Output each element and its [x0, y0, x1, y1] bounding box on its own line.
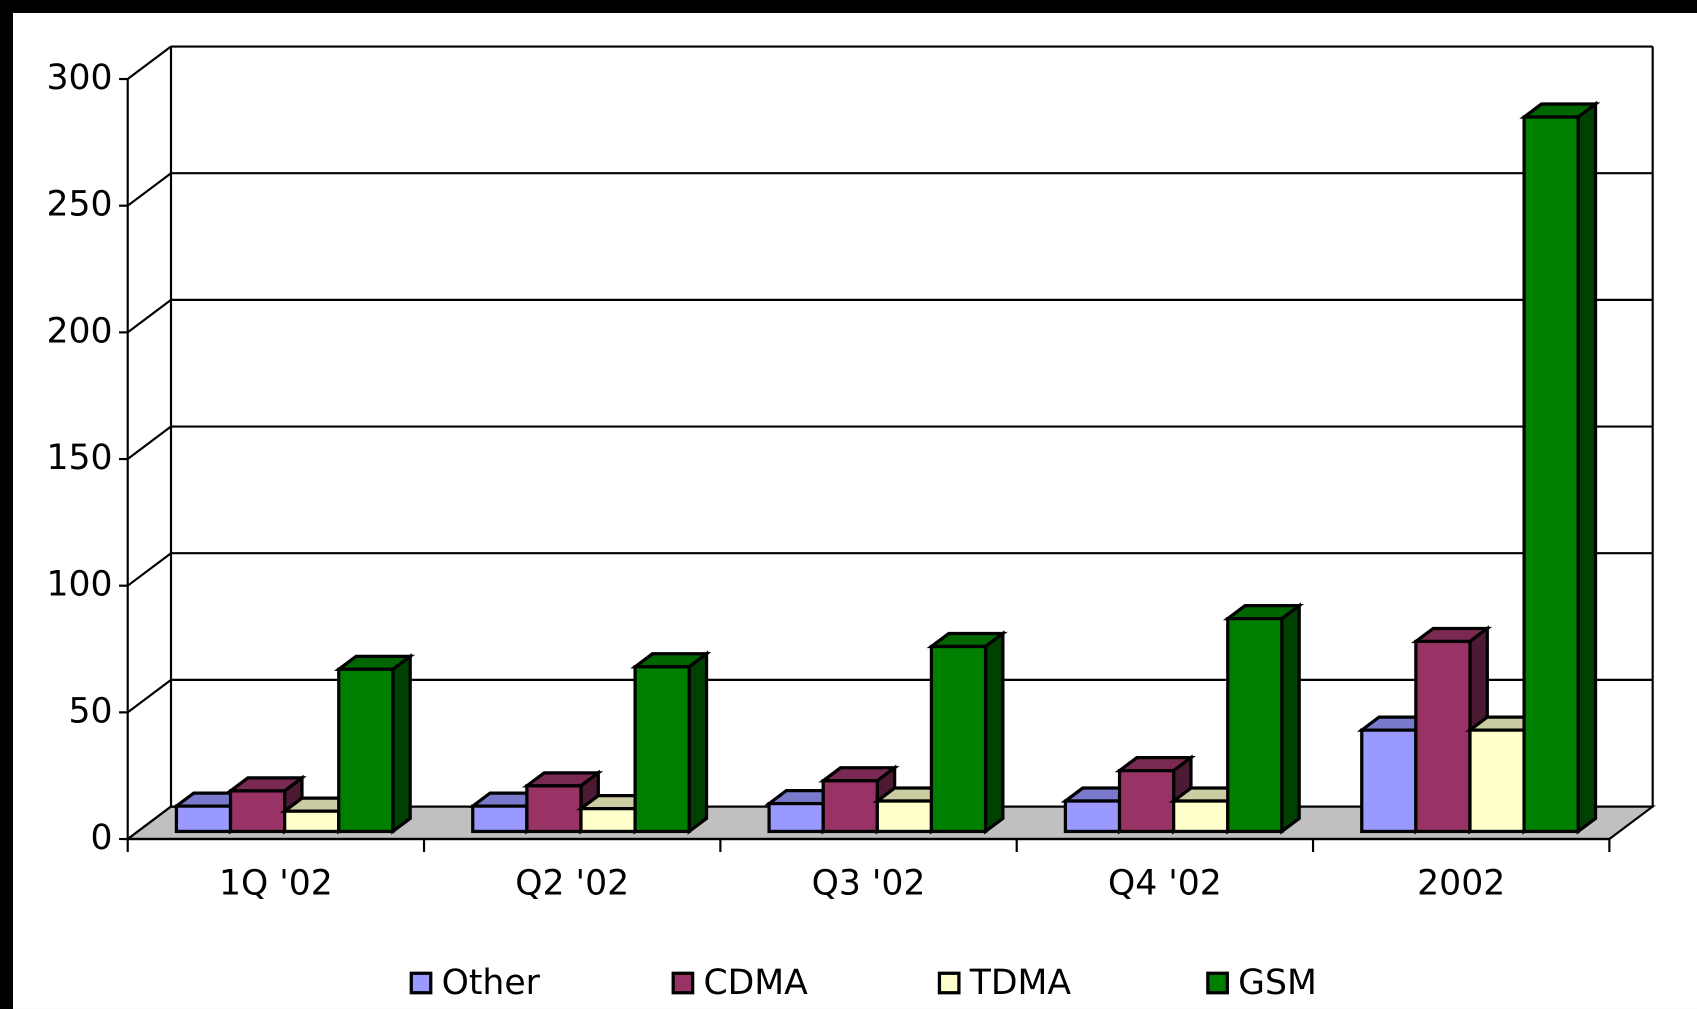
x-tick-label: 2002 [1417, 863, 1505, 903]
x-tick-label: 1Q '02 [219, 863, 333, 903]
legend-swatch [937, 971, 961, 995]
bar [228, 789, 287, 834]
legend-label: CDMA [703, 963, 808, 1003]
bar [875, 799, 934, 834]
bar [1360, 728, 1418, 834]
bar [767, 801, 825, 834]
bar [337, 667, 395, 834]
bar [929, 644, 988, 834]
y-tick-label: 150 [46, 438, 112, 478]
x-tick-label: Q4 '02 [1108, 863, 1222, 903]
legend-label: Other [442, 963, 541, 1003]
legend-label: TDMA [969, 963, 1072, 1003]
side-grid-line [127, 805, 172, 840]
bar [283, 809, 341, 834]
background [12, 12, 1697, 1009]
side-grid-line [127, 45, 172, 80]
legend-label: GSM [1238, 963, 1317, 1003]
bar [525, 784, 583, 834]
side-grid-line [127, 425, 172, 460]
bar [579, 807, 637, 834]
y-tick-label: 200 [46, 311, 112, 351]
bar [821, 779, 879, 834]
plot: 0 50 100 150 200 250 300 1Q '02 Q2 '02 Q3 '02 Q4 '… [12, 12, 1697, 1009]
bar [1117, 769, 1176, 834]
legend-swatch [409, 971, 433, 995]
x-tick-label: Q2 '02 [515, 863, 629, 903]
side-grid-line [127, 299, 172, 334]
bar-side [1576, 100, 1598, 835]
y-tick-label: 300 [46, 58, 112, 98]
bar [633, 665, 691, 834]
y-tick-label: 100 [46, 565, 112, 605]
bar [471, 804, 529, 834]
side-grid-line [127, 552, 172, 587]
bar-side [391, 653, 412, 835]
y-tick-label: 0 [91, 818, 113, 858]
bar [1522, 115, 1580, 834]
y-tick-label: 50 [69, 691, 113, 731]
bar [1172, 799, 1230, 834]
bar [174, 804, 233, 834]
side-grid-line [127, 679, 172, 714]
legend-swatch [671, 971, 695, 995]
bar [1468, 728, 1526, 834]
side-grid-line [127, 172, 172, 207]
bar [1063, 799, 1122, 834]
bar-side [687, 650, 709, 835]
bar-side [1280, 602, 1301, 835]
x-tick-label: Q3 '02 [812, 863, 926, 903]
bar [1226, 617, 1284, 834]
y-tick-label: 250 [46, 185, 112, 225]
bar-side [983, 630, 1005, 835]
legend-swatch [1206, 971, 1229, 995]
bar [1414, 639, 1472, 834]
